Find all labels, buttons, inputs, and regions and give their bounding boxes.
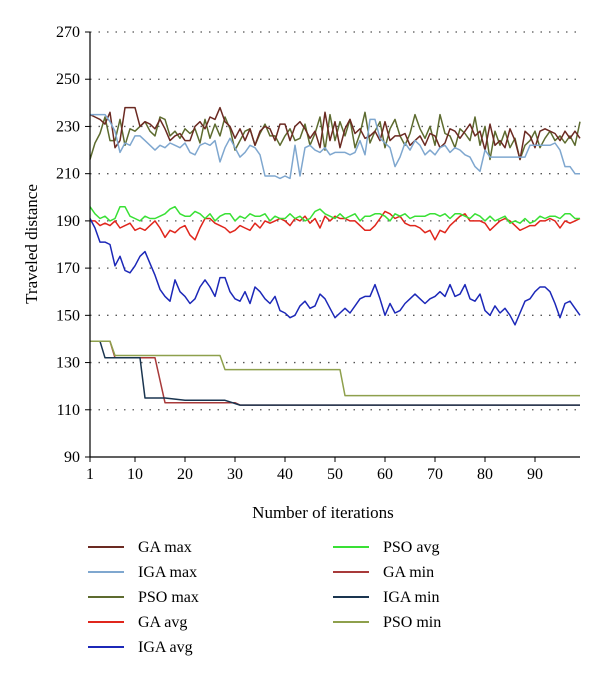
x-tick-label-60: 60 xyxy=(377,466,393,483)
y-tick-label-150: 150 xyxy=(56,307,80,324)
x-tick-label-40: 40 xyxy=(277,466,293,483)
legend-label-iga-min: IGA min xyxy=(383,589,439,606)
x-tick-label-50: 50 xyxy=(327,466,343,483)
legend-label-ga-avg: GA avg xyxy=(138,614,187,631)
y-tick-labels: 90 110 130 150 170 190 210 230 250 270 xyxy=(56,24,80,466)
y-tick-label-190: 190 xyxy=(56,213,80,230)
x-tick-label-90: 90 xyxy=(527,466,543,483)
y-tick-label-230: 230 xyxy=(56,118,80,135)
series-line-pso-max xyxy=(89,111,581,161)
y-tick-label-250: 250 xyxy=(56,71,80,88)
x-tick-label-80: 80 xyxy=(477,466,493,483)
series-line-ga-avg xyxy=(90,210,581,241)
y-tick-label-130: 130 xyxy=(56,355,80,372)
legend-label-ga-max: GA max xyxy=(138,539,192,556)
legend-label-ga-min: GA min xyxy=(383,564,434,581)
y-axis-label: Traveled distance xyxy=(22,184,41,304)
y-tick-label-210: 210 xyxy=(56,166,80,183)
x-tick-label-70: 70 xyxy=(427,466,443,483)
legend: GA max IGA max PSO max GA avg IGA avg PSO avg… xyxy=(88,539,441,656)
gridlines xyxy=(90,31,580,411)
x-tick-label-1: 1 xyxy=(86,466,94,483)
y-tick-label-170: 170 xyxy=(56,260,80,277)
x-tick-label-30: 30 xyxy=(227,466,243,483)
y-tick-label-270: 270 xyxy=(56,24,80,41)
legend-label-pso-min: PSO min xyxy=(383,614,441,631)
x-axis-label: Number of iterations xyxy=(252,503,394,522)
series-lines xyxy=(89,106,581,406)
x-tick-label-20: 20 xyxy=(177,466,193,483)
legend-label-pso-max: PSO max xyxy=(138,589,199,606)
x-tick-label-10: 10 xyxy=(127,466,143,483)
series-line-iga-max xyxy=(90,113,580,180)
series-line-pso-min xyxy=(90,340,580,397)
series-line-ga-max xyxy=(89,106,581,161)
axes xyxy=(85,31,580,462)
y-tick-label-110: 110 xyxy=(57,402,80,419)
series-line-pso-avg xyxy=(89,205,580,224)
series-line-iga-avg xyxy=(89,218,581,326)
legend-label-iga-max: IGA max xyxy=(138,564,197,581)
series-line-iga-min xyxy=(90,340,580,406)
legend-label-iga-avg: IGA avg xyxy=(138,639,193,656)
x-tick-labels: 1 10 20 30 40 50 60 70 80 90 xyxy=(86,466,543,483)
y-tick-label-90: 90 xyxy=(64,449,80,466)
legend-label-pso-avg: PSO avg xyxy=(383,539,439,556)
